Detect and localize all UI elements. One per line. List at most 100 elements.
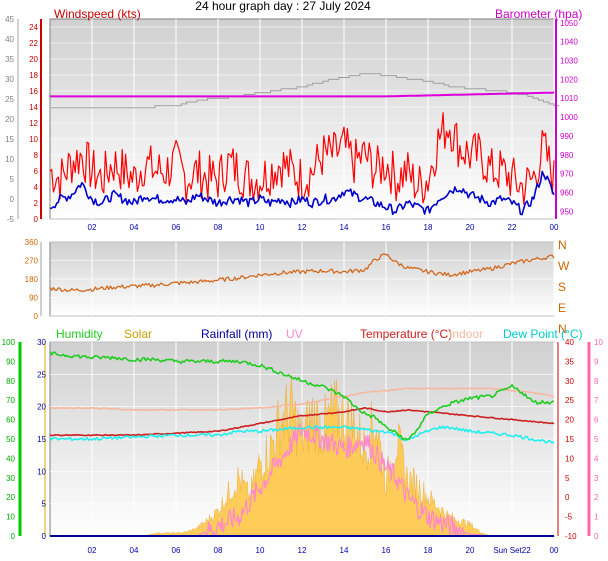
wind-right-tick: 970	[560, 170, 574, 179]
legend-humidity: Humidity	[56, 327, 103, 341]
wind-right-tick: 950	[560, 207, 574, 216]
temp-tick: 30	[565, 377, 574, 386]
x-tick-label: 18	[424, 223, 433, 232]
x-tick-label: 10	[256, 546, 265, 555]
direction-tick: 0	[34, 312, 39, 321]
uv-tick: 3	[594, 474, 599, 483]
uv-tick: 0	[594, 532, 599, 541]
outer-left-tick: 45	[5, 15, 14, 24]
x-tick-label: 16	[382, 546, 391, 555]
x-tick-label: 10	[256, 223, 265, 232]
x-tick-label: 16	[382, 223, 391, 232]
temp-tick: 10	[565, 454, 574, 463]
wind-left-tick: 24	[29, 23, 38, 32]
uv-tick: 9	[594, 357, 599, 366]
temp-tick: 20	[565, 416, 574, 425]
series-indoor	[49, 387, 555, 412]
x-tick-label: 00	[550, 223, 559, 232]
legend-rainfall-mm: Rainfall (mm)	[201, 327, 272, 341]
temp-tick: 15	[565, 435, 574, 444]
legend-indoor: Indoor	[449, 327, 483, 341]
wind-right-title: Barometer (hpa)	[495, 7, 582, 21]
wind-left-tick: 14	[29, 103, 38, 112]
rain-tick: 5	[42, 500, 47, 509]
x-tick-label: 08	[214, 223, 223, 232]
rain-tick: 25	[37, 370, 46, 379]
outer-left-tick: 20	[5, 115, 14, 124]
x-tick-label: 20	[466, 223, 475, 232]
x-tick-label: 20	[466, 546, 475, 555]
uv-tick: 6	[594, 416, 599, 425]
x-tick-label: 14	[340, 546, 349, 555]
outer-left-tick: 10	[5, 155, 14, 164]
wind-right-tick: 1040	[560, 38, 578, 47]
compass-label: N	[558, 322, 567, 336]
wind-right-tick: 980	[560, 151, 574, 160]
x-tick-label: 04	[130, 223, 139, 232]
x-tick-label: 02	[88, 546, 97, 555]
outer-left-tick: 40	[5, 35, 14, 44]
direction-tick: 360	[25, 238, 39, 247]
uv-tick: 8	[594, 377, 599, 386]
uv-tick: 7	[594, 396, 599, 405]
series-indoor-barometer	[50, 73, 560, 109]
rain-tick: 15	[37, 435, 46, 444]
legend-dew-point-c: Dew Point (°C)	[503, 327, 582, 341]
chart-title: 24 hour graph day : 27 July 2024	[195, 0, 371, 13]
legend-temperature-c: Temperature (°C)	[360, 327, 452, 341]
uv-tick: 10	[594, 338, 603, 347]
outer-left-tick: 25	[5, 95, 14, 104]
wind-left-tick: 22	[29, 39, 38, 48]
x-tick-label: 00	[550, 546, 559, 555]
wind-left-tick: 18	[29, 71, 38, 80]
uv-tick: 1	[594, 513, 599, 522]
outer-left-tick: 30	[5, 75, 14, 84]
temp-tick: 0	[565, 493, 570, 502]
wind-left-tick: 2	[34, 199, 39, 208]
direction-tick: 90	[29, 294, 38, 303]
rain-tick: 10	[37, 467, 46, 476]
x-tick-label: Sun Set22	[493, 546, 531, 555]
rain-tick: 30	[37, 338, 46, 347]
humidity-tick: 80	[6, 377, 15, 386]
series-temperature-c	[49, 406, 555, 437]
x-tick-label: 14	[340, 223, 349, 232]
compass-label: E	[558, 301, 566, 315]
humidity-tick: 20	[6, 493, 15, 502]
legend-uv: UV	[286, 327, 303, 341]
wind-right-tick: 1010	[560, 94, 578, 103]
outer-left-tick: 35	[5, 55, 14, 64]
wind-right-tick: 960	[560, 189, 574, 198]
direction-tick: 270	[25, 257, 39, 266]
temp-tick: 5	[565, 474, 570, 483]
wind-left-tick: 10	[29, 135, 38, 144]
compass-label: W	[558, 259, 570, 273]
humidity-tick: 90	[6, 357, 15, 366]
series-wind-direction	[49, 253, 555, 293]
humidity-tick: 100	[2, 338, 16, 347]
wind-left-tick: 20	[29, 55, 38, 64]
x-tick-label: 06	[172, 546, 181, 555]
x-tick-label: 12	[298, 223, 307, 232]
humidity-tick: 50	[6, 435, 15, 444]
humidity-tick: 0	[11, 532, 16, 541]
outer-left-tick: -5	[7, 215, 15, 224]
wind-right-tick: 1020	[560, 75, 578, 84]
humidity-tick: 30	[6, 474, 15, 483]
x-tick-label: 18	[424, 546, 433, 555]
wind-right-tick: 990	[560, 132, 574, 141]
series-barometer	[50, 91, 554, 98]
temp-tick: 35	[565, 357, 574, 366]
compass-label: S	[558, 280, 566, 294]
wind-left-tick: 4	[34, 183, 39, 192]
wind-left-tick: 8	[34, 151, 39, 160]
temp-tick: -5	[565, 513, 573, 522]
outer-left-tick: 5	[10, 175, 15, 184]
humidity-tick: 40	[6, 454, 15, 463]
wind-left-title: Windspeed (kts)	[54, 7, 141, 21]
wind-left-tick: 0	[34, 215, 39, 224]
wind-left-tick: 16	[29, 87, 38, 96]
direction-tick: 180	[25, 275, 39, 284]
rain-tick: 0	[42, 532, 47, 541]
